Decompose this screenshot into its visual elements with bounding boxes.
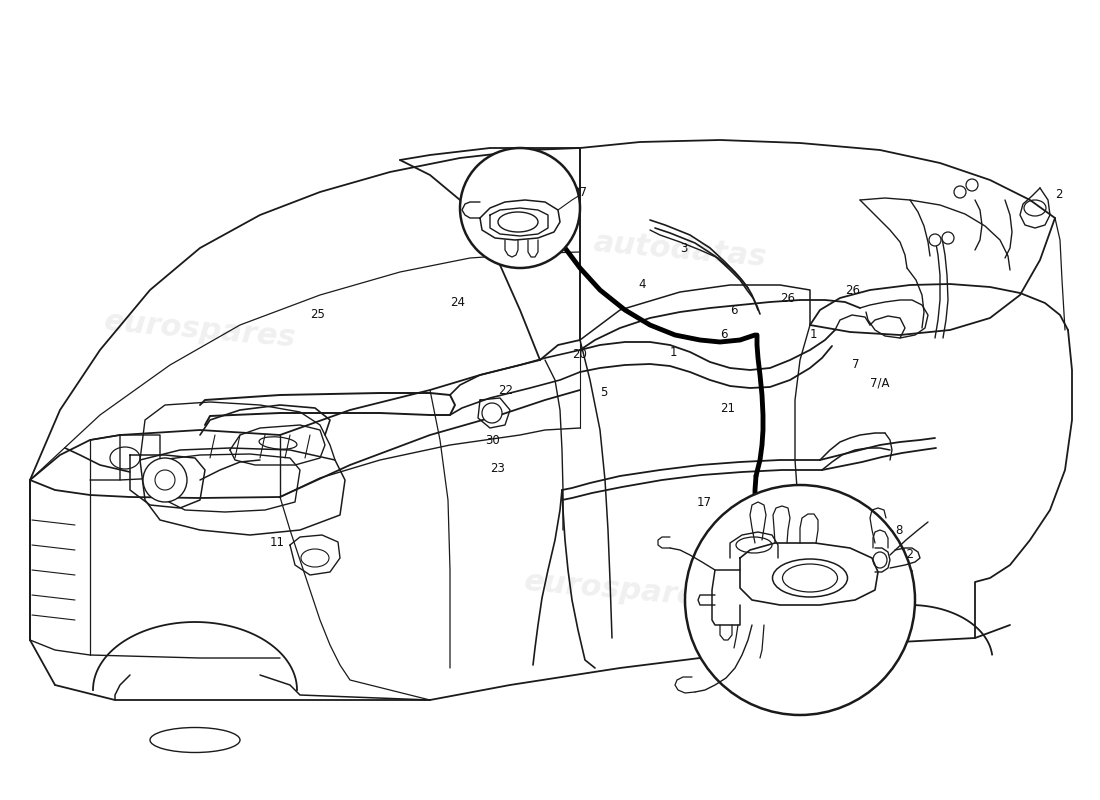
Text: autodatas: autodatas [592, 228, 768, 272]
Text: 26: 26 [845, 283, 860, 297]
Text: 16: 16 [732, 617, 747, 630]
Circle shape [930, 234, 940, 246]
Circle shape [482, 403, 502, 423]
Text: 26: 26 [780, 291, 795, 305]
Text: eurospares: eurospares [522, 567, 717, 613]
Text: 1: 1 [810, 329, 817, 342]
Circle shape [143, 458, 187, 502]
Circle shape [155, 470, 175, 490]
Text: 4: 4 [638, 278, 646, 291]
Text: 11: 11 [270, 537, 285, 550]
Text: eurospares: eurospares [102, 307, 297, 353]
Text: 6: 6 [730, 303, 737, 317]
Text: 21: 21 [720, 402, 735, 414]
Text: 5: 5 [600, 386, 607, 399]
Text: 29: 29 [510, 229, 525, 242]
Text: 1: 1 [670, 346, 678, 358]
Text: 10: 10 [771, 678, 785, 691]
Text: 7/A: 7/A [870, 377, 890, 390]
Text: 23: 23 [490, 462, 505, 474]
Circle shape [685, 485, 915, 715]
Text: 27: 27 [572, 186, 587, 199]
Text: 14: 14 [798, 501, 813, 514]
Text: 25: 25 [310, 309, 324, 322]
Text: 6: 6 [720, 329, 727, 342]
Text: 3: 3 [680, 242, 688, 254]
Text: 28: 28 [530, 215, 544, 229]
Text: 20: 20 [572, 349, 587, 362]
Text: 19: 19 [808, 494, 823, 506]
Text: 8: 8 [895, 523, 902, 537]
Circle shape [966, 179, 978, 191]
Text: 12: 12 [900, 549, 915, 562]
Circle shape [954, 186, 966, 198]
Text: 13: 13 [900, 569, 915, 582]
Text: 18: 18 [776, 631, 790, 645]
Text: 22: 22 [498, 383, 513, 397]
Text: 24: 24 [450, 295, 465, 309]
Text: 30: 30 [485, 434, 499, 446]
Text: 7: 7 [852, 358, 859, 371]
Text: 2: 2 [1055, 189, 1063, 202]
Text: 15: 15 [762, 523, 777, 537]
Circle shape [460, 148, 580, 268]
Text: 17: 17 [697, 495, 712, 509]
Text: 9: 9 [738, 630, 746, 643]
Circle shape [942, 232, 954, 244]
